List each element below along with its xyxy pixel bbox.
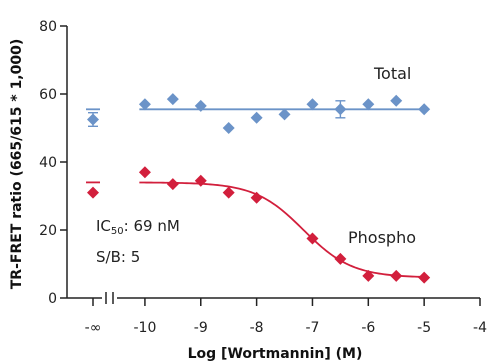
- data-point-total: [334, 103, 347, 116]
- data-point-total: [278, 108, 291, 121]
- x-tick-label: -10: [133, 320, 156, 336]
- data-point-phospho: [138, 166, 151, 179]
- fit-curve-phospho: [139, 181, 425, 278]
- data-point-phospho: [166, 178, 179, 191]
- sb-annotation: S/B: 5: [96, 248, 140, 266]
- data-point-phospho: [362, 269, 375, 282]
- axes: 0 20 40 60 80 -∞ -10 -9 -8 -7 -6 -5 -4: [39, 19, 487, 336]
- data-point-total: [390, 94, 403, 107]
- data-point-phospho: [334, 252, 347, 265]
- data-point-phospho: [250, 191, 263, 204]
- data-point-total: [138, 98, 151, 111]
- y-tick-label: 0: [48, 291, 57, 307]
- data-point-total: [194, 99, 207, 112]
- x-tick-label: -5: [417, 320, 431, 336]
- x-tick-label: -7: [305, 320, 319, 336]
- y-axis-title: TR-FRET ratio (665/615 * 1,000): [9, 39, 25, 290]
- ic50-annotation: IC50: 69 nM: [96, 217, 180, 237]
- y-tick-label: 20: [39, 223, 57, 239]
- x-axis-title: Log [Wortmannin] (M): [188, 346, 363, 362]
- data-point-total: [222, 122, 235, 134]
- series-label-phospho: Phospho: [348, 228, 416, 247]
- labels: TR-FRET ratio (665/615 * 1,000) Log [Wor…: [9, 39, 416, 362]
- x-tick-label: -6: [361, 320, 375, 336]
- data-point-phospho: [390, 269, 403, 282]
- data-point-total: [166, 93, 179, 106]
- fit-curves: [86, 108, 425, 278]
- data-point-phospho: [194, 174, 207, 187]
- x-tick-label: -∞: [85, 320, 102, 336]
- ic50-subscript: 50: [111, 226, 124, 237]
- x-tick-label: -4: [473, 320, 487, 336]
- data-point-total: [362, 98, 375, 111]
- ic50-value: : 69 nM: [124, 217, 180, 235]
- data-point-phospho: [306, 232, 319, 245]
- ic50-prefix: IC: [96, 217, 111, 235]
- data-point-phospho-control: [87, 186, 99, 199]
- y-tick-label: 80: [39, 19, 57, 35]
- data-point-phospho: [222, 186, 235, 199]
- data-point-phospho: [418, 271, 431, 284]
- data-points: [87, 93, 431, 284]
- data-point-total-control: [87, 113, 99, 126]
- y-tick-label: 40: [39, 155, 57, 171]
- data-point-total: [250, 111, 263, 124]
- series-label-total: Total: [373, 64, 411, 83]
- x-tick-label: -9: [194, 320, 208, 336]
- y-tick-label: 60: [39, 87, 57, 103]
- x-tick-label: -8: [250, 320, 264, 336]
- data-point-total: [306, 98, 319, 111]
- data-point-total: [418, 103, 431, 116]
